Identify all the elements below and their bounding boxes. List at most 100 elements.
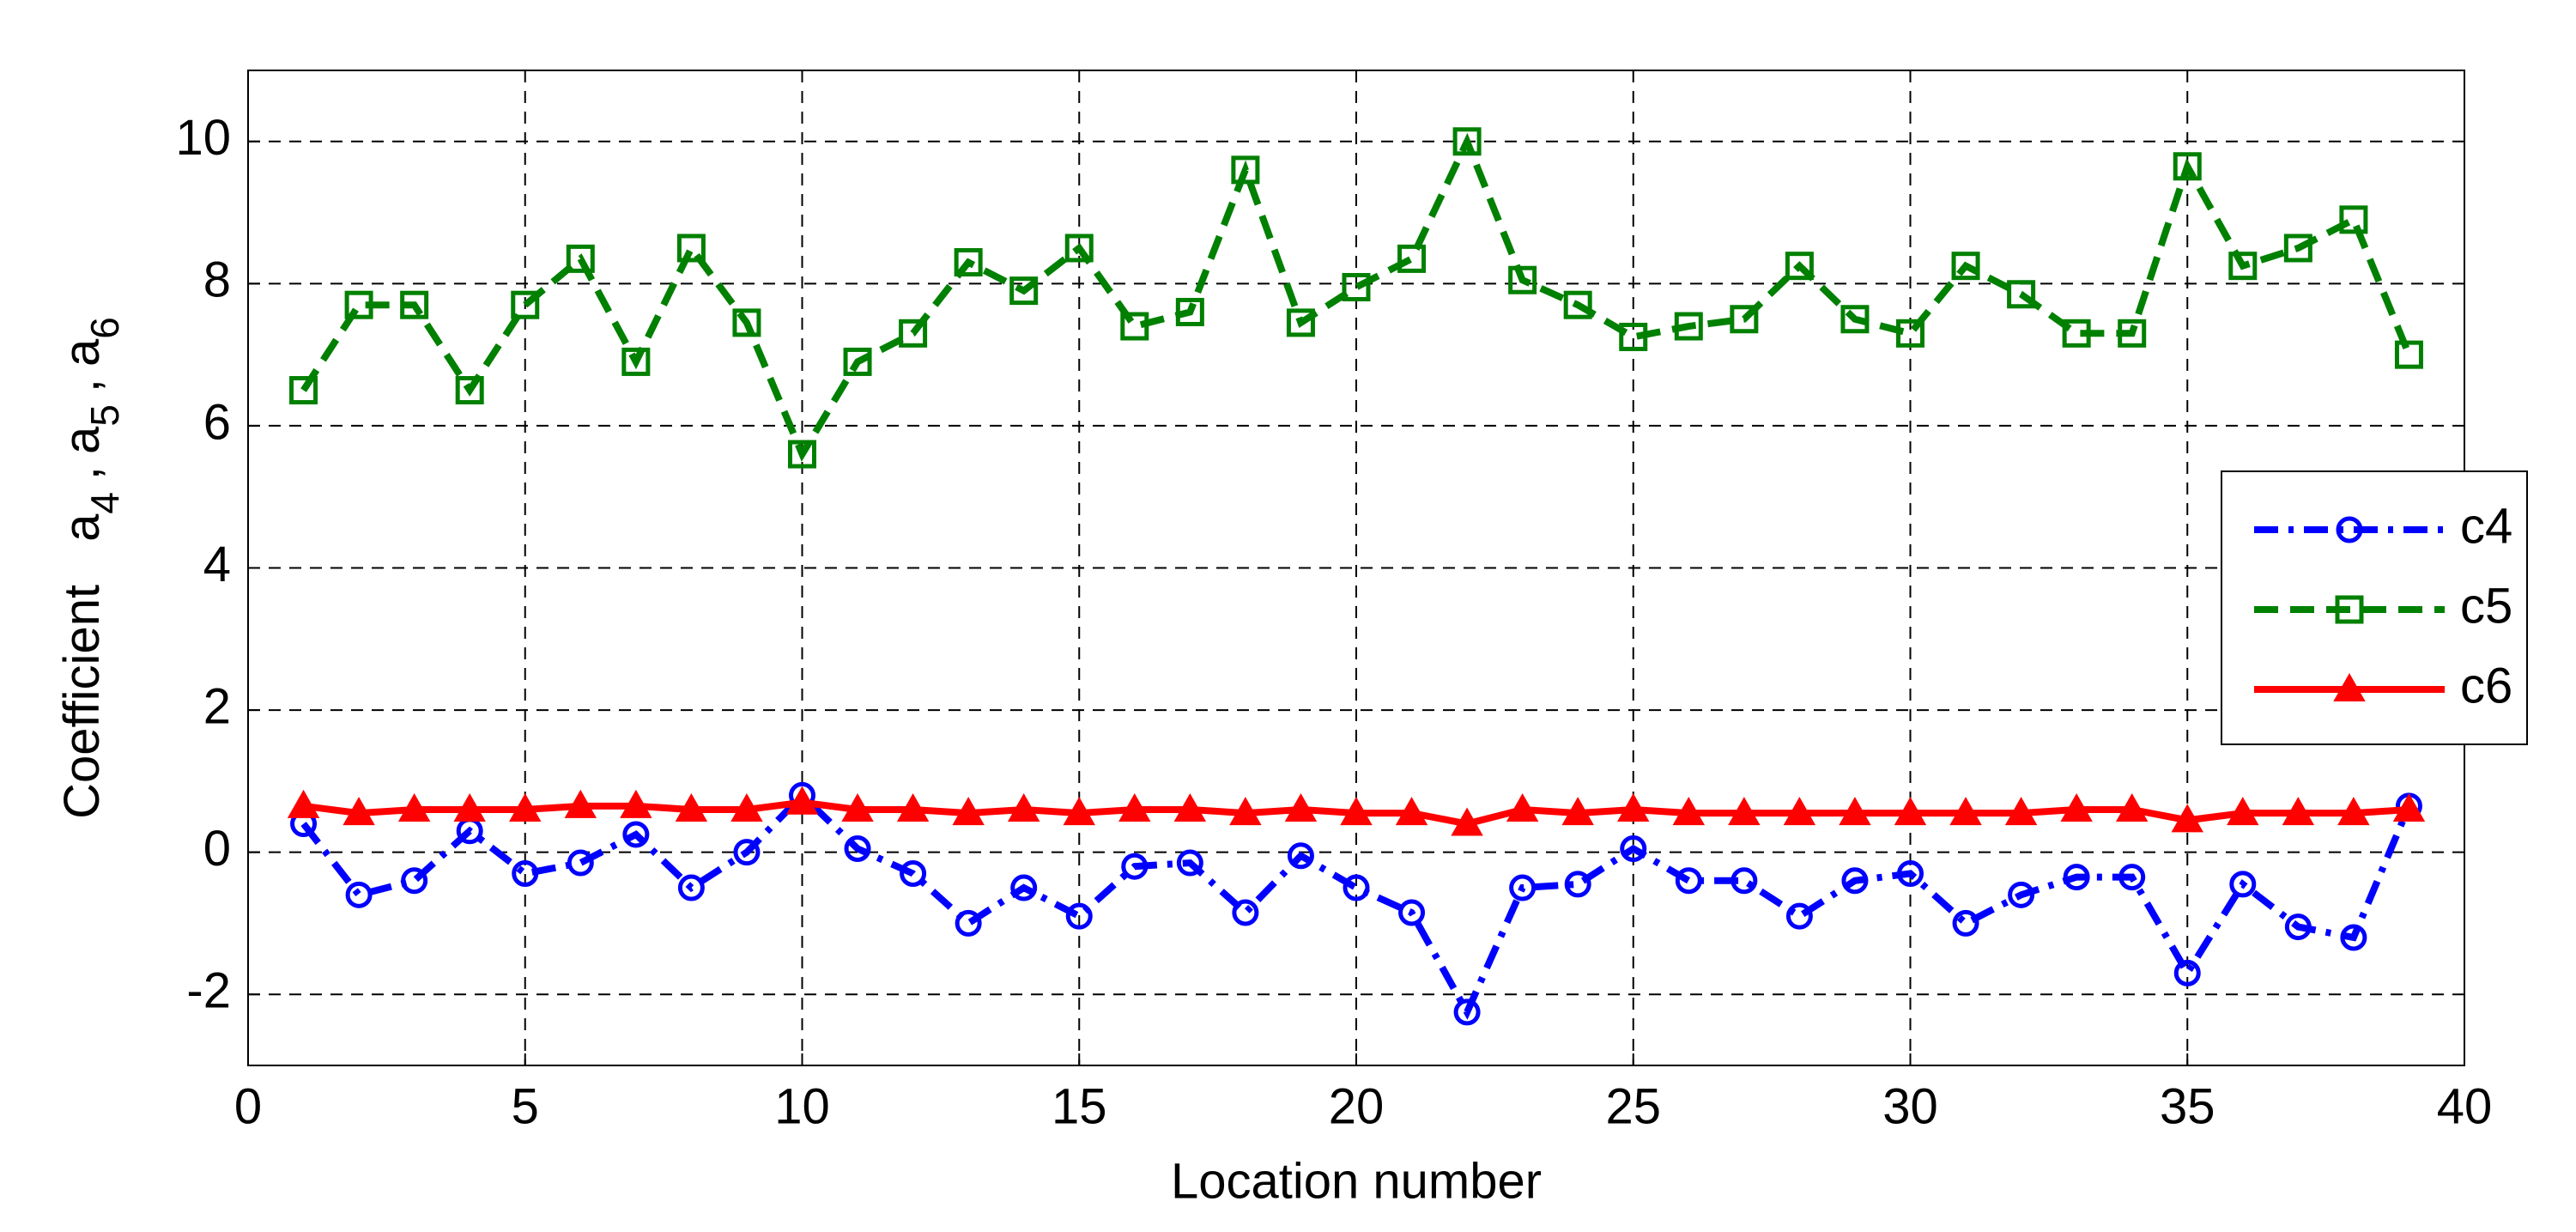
data-point [1064,234,1094,263]
x-tick-label: 30 [1882,1078,1938,1134]
data-point [1563,290,1592,319]
data-point [1452,127,1482,156]
data-point [621,347,651,376]
y-axis-label-part: a [54,513,110,542]
data-point [900,859,927,887]
data-point [289,376,318,405]
data-point [620,789,652,818]
data-point [1343,874,1370,901]
legend-marker [2336,516,2363,543]
data-point [954,248,983,277]
data-point [1897,859,1924,887]
data-point [733,839,761,866]
data-point [564,789,597,818]
data-point [2171,804,2203,833]
data-point [1952,909,1979,937]
legend-label: c4 [2460,498,2512,554]
data-point [1009,276,1039,306]
data-point [1617,792,1650,822]
y-axis-label-part: a [54,338,110,367]
x-tick-label: 35 [2160,1078,2215,1134]
y-tick-label: 10 [175,110,231,166]
legend-marker [2333,672,2366,701]
y-tick-label: 8 [203,252,231,308]
data-point [899,319,928,348]
data-point [2173,152,2202,181]
data-point [732,308,761,337]
y-tick-label: 4 [203,537,231,592]
data-point [2063,864,2090,891]
data-point [1231,155,1260,185]
data-point [622,821,650,848]
data-point [1284,792,1318,822]
data-point [952,797,985,826]
data-point [2229,871,2257,898]
legend-label: c5 [2460,578,2512,634]
data-point [2173,959,2201,986]
data-point [2118,864,2146,891]
data-point [1120,312,1149,341]
data-point [1896,319,1924,348]
data-point [2392,792,2426,822]
data-point [675,792,708,822]
data-point [2228,252,2258,281]
series-line [300,790,2413,1020]
data-point [2339,205,2368,234]
data-point [1453,998,1481,1026]
data-point [512,859,539,887]
y-axis-label-part: , [54,466,110,480]
data-point [2227,797,2259,826]
data-point [1949,797,1982,826]
data-point [1398,899,1426,926]
data-point [2284,913,2312,941]
series-line [300,132,2413,462]
data-point [1840,305,1870,334]
data-point [1728,797,1761,826]
y-tick-label: 0 [203,821,231,877]
data-point [955,909,982,937]
y-axis-label-part: 4 [82,492,127,514]
y-tick-label: 6 [203,394,231,450]
data-point [509,792,542,822]
data-point [400,290,429,319]
data-point [2394,340,2423,369]
data-point [844,835,871,863]
data-point [455,376,484,405]
data-point [2004,797,2038,826]
data-point [1118,792,1151,822]
y-axis-label-part: a [54,426,110,454]
x-tick-label: 40 [2437,1078,2493,1134]
data-point [896,792,930,822]
x-tick-label: 25 [1605,1078,1661,1134]
data-point [1672,797,1706,826]
data-point [342,797,375,826]
legend-marker [2335,595,2364,624]
data-point [2062,319,2091,348]
data-point [1175,297,1204,326]
data-point [1007,792,1040,822]
data-point [1951,252,1980,281]
data-point [1397,244,1427,273]
data-point [676,234,706,263]
data-point [2115,792,2149,822]
data-point [1783,797,1816,826]
x-tick-label: 5 [512,1078,539,1134]
data-point [2337,797,2370,826]
data-point [785,786,819,815]
data-point [730,792,763,822]
x-tick-label: 0 [234,1078,262,1134]
data-point [1675,867,1702,895]
data-point [788,440,816,469]
data-point [1451,807,1483,836]
y-axis-label: Coefficienta4,a5,a6 [54,317,127,819]
data-point [1063,797,1095,826]
y-tick-label: 2 [203,678,231,734]
data-point [2340,924,2367,951]
data-point [1229,797,1262,826]
data-point [2118,319,2147,348]
data-point [1785,252,1814,281]
data-point [401,867,428,895]
data-point [1674,312,1703,341]
